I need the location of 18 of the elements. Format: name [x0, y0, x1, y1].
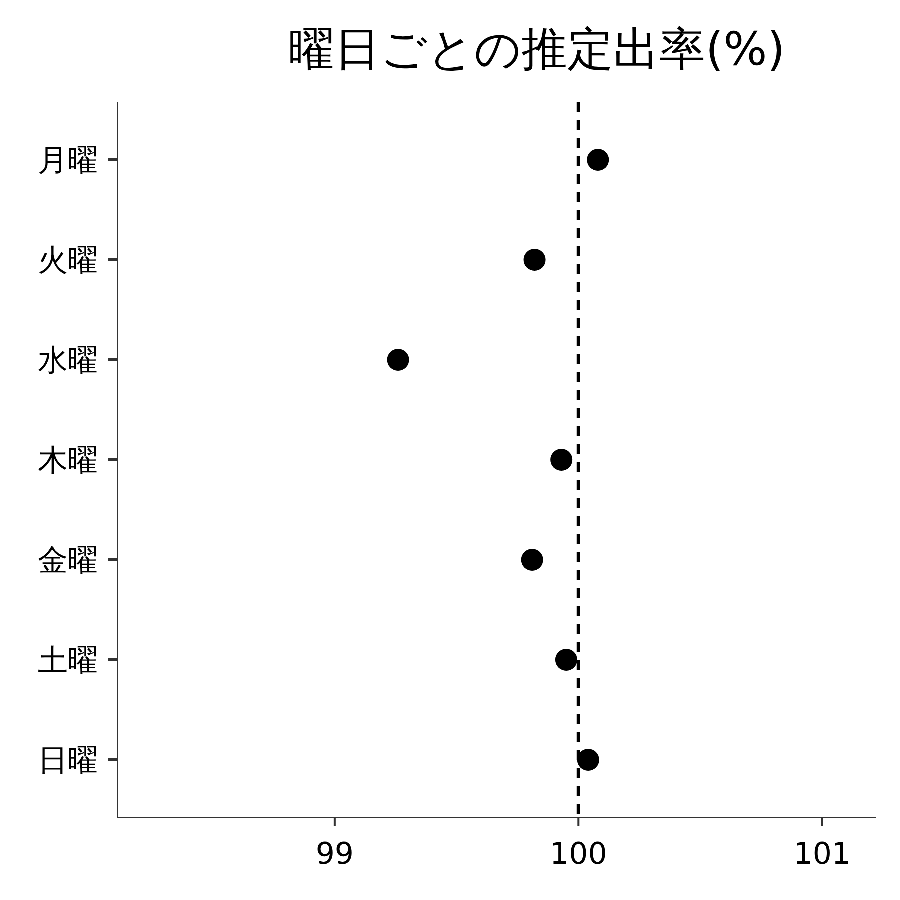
x-tick-label: 101 [794, 837, 852, 872]
y-tick-label: 月曜 [38, 144, 98, 178]
y-tick-label: 火曜 [38, 244, 98, 278]
point [550, 449, 573, 471]
chart-title: 曜日ごとの推定出率(%) [288, 22, 786, 76]
point [555, 649, 578, 671]
x-tick-label: 99 [316, 837, 354, 872]
y-tick-label: 水曜 [38, 344, 98, 378]
point [587, 149, 610, 171]
y-tick-label: 日曜 [38, 744, 98, 778]
point [387, 349, 410, 371]
y-tick-label: 土曜 [38, 644, 98, 678]
point [524, 249, 546, 271]
x-tick-label: 100 [550, 837, 608, 872]
y-tick-label: 木曜 [38, 444, 98, 478]
point [521, 549, 544, 571]
point [577, 749, 600, 771]
y-tick-label: 金曜 [38, 544, 98, 578]
